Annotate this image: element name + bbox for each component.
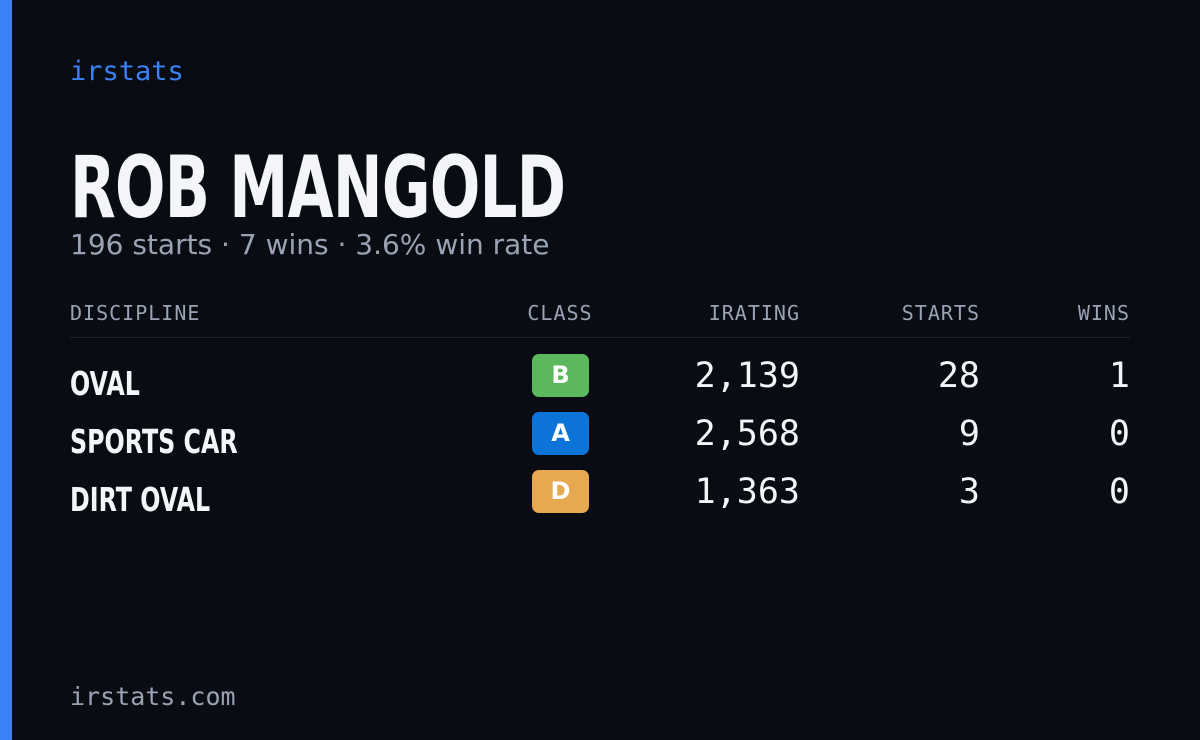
discipline: OVAL	[70, 364, 140, 403]
column-header: DISCIPLINE	[70, 301, 201, 325]
class-badge: A	[532, 412, 589, 455]
class-badge: D	[532, 470, 589, 513]
accent-bar	[0, 0, 12, 740]
subtitle: 196 starts · 7 wins · 3.6% win rate	[70, 228, 550, 261]
starts-value: 28	[937, 356, 980, 396]
wins-value: 0	[1108, 414, 1130, 454]
class-badge: B	[532, 354, 589, 397]
discipline: SPORTS CAR	[70, 422, 238, 461]
driver-name: ROB MANGOLD	[70, 138, 566, 238]
wins-value: 0	[1108, 472, 1130, 512]
discipline: DIRT OVAL	[70, 480, 211, 519]
column-header: IRATING	[708, 301, 800, 325]
starts-value: 9	[958, 414, 980, 454]
brand: irstats	[70, 56, 184, 87]
wins-value: 1	[1108, 356, 1130, 396]
starts-value: 3	[958, 472, 980, 512]
irating-value: 2,139	[694, 356, 800, 396]
irating-value: 2,568	[694, 414, 800, 454]
header-rule	[70, 337, 1130, 338]
column-header: CLASS	[527, 301, 593, 325]
column-header: STARTS	[901, 301, 980, 325]
irating-value: 1,363	[694, 472, 800, 512]
column-header: WINS	[1077, 301, 1130, 325]
footer: irstats.com	[70, 682, 236, 711]
